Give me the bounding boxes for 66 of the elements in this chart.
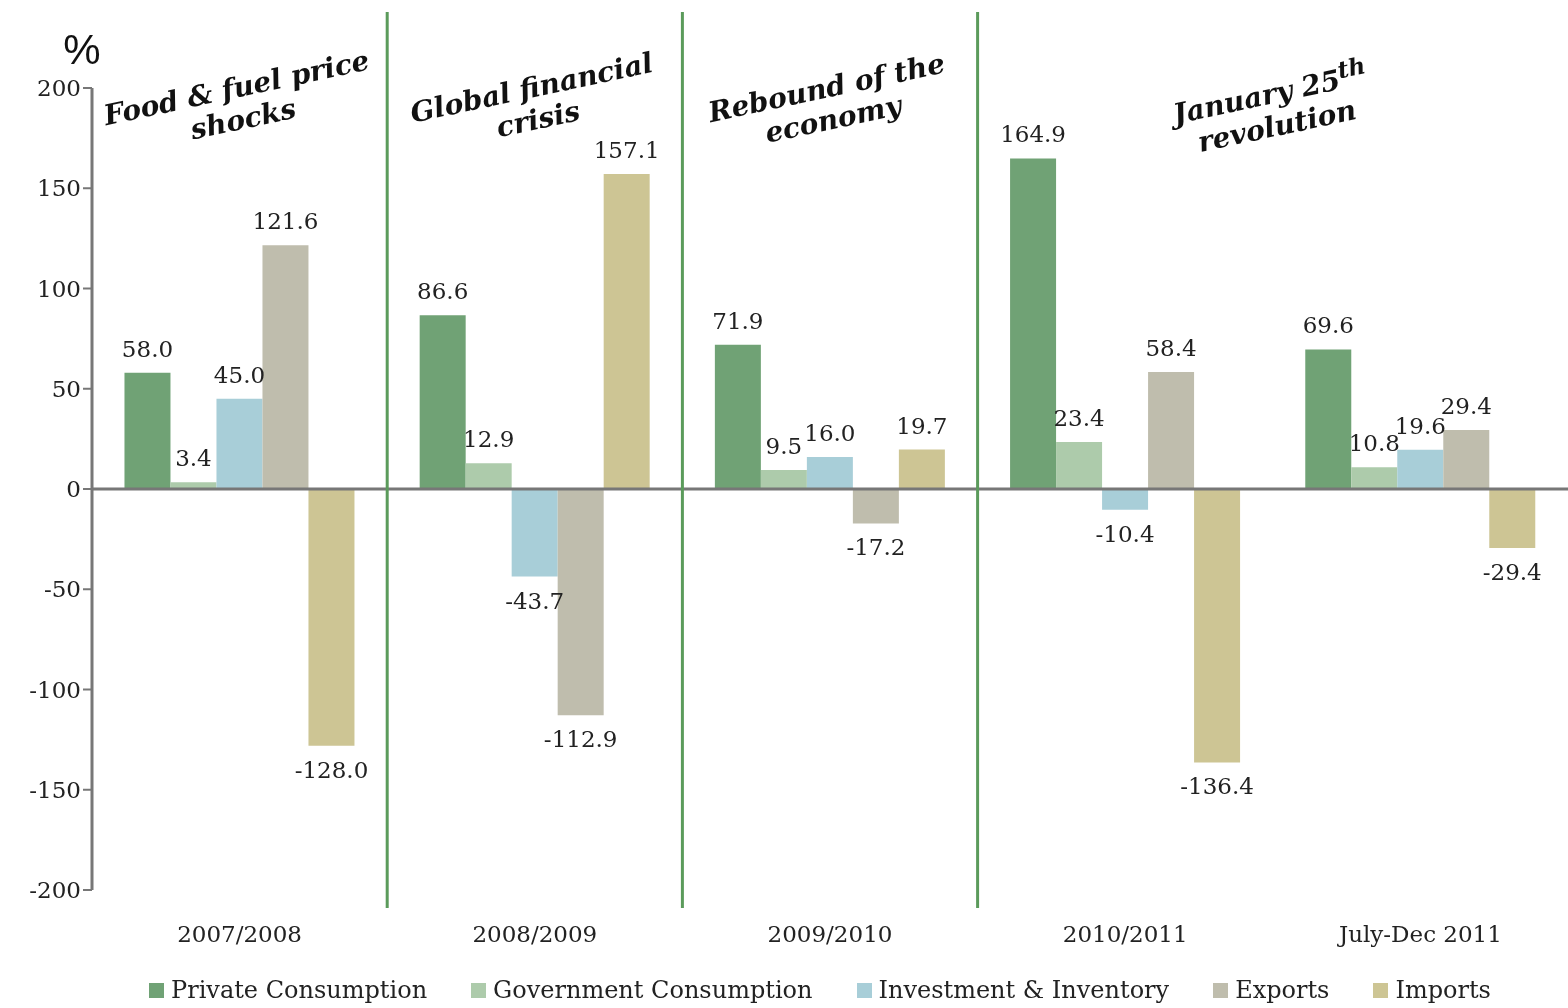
data-label: 3.4 bbox=[175, 445, 212, 472]
data-label: -128.0 bbox=[294, 756, 369, 783]
data-label: 71.9 bbox=[712, 307, 764, 334]
bar bbox=[1148, 371, 1195, 489]
bar bbox=[262, 245, 309, 489]
legend-label: Private Consumption bbox=[171, 976, 428, 1004]
annotation: January 25$^{th}$ revolution bbox=[1168, 50, 1369, 161]
bar bbox=[216, 398, 263, 489]
bar bbox=[1010, 158, 1057, 489]
bar bbox=[603, 174, 650, 489]
data-label: 12.9 bbox=[463, 426, 515, 453]
bar bbox=[760, 469, 807, 489]
data-label: -43.7 bbox=[505, 587, 565, 614]
legend-label: Government Consumption bbox=[493, 976, 813, 1004]
bar bbox=[898, 449, 945, 489]
bar bbox=[1056, 442, 1103, 489]
y-tick-label: 50 bbox=[51, 375, 81, 402]
bar bbox=[465, 463, 512, 489]
bar bbox=[308, 489, 355, 746]
data-label: 45.0 bbox=[213, 361, 266, 388]
data-label: 16.0 bbox=[804, 419, 856, 446]
bar bbox=[1305, 349, 1352, 489]
data-label: -29.4 bbox=[1482, 558, 1542, 585]
legend-label: Imports bbox=[1395, 976, 1491, 1004]
bar bbox=[419, 315, 466, 489]
data-label: 86.6 bbox=[417, 278, 469, 305]
bar bbox=[511, 489, 558, 577]
y-tick-label: 150 bbox=[37, 175, 81, 202]
y-tick-label: -150 bbox=[29, 776, 81, 803]
bar bbox=[852, 489, 899, 524]
bar bbox=[1351, 467, 1398, 489]
annotation: Food & fuel price shocks bbox=[100, 43, 372, 147]
y-tick-label: -100 bbox=[29, 676, 81, 703]
bar bbox=[714, 344, 761, 489]
x-tick-label: 2008/2009 bbox=[472, 921, 598, 948]
x-tick-label: 2009/2010 bbox=[767, 921, 893, 948]
y-axis-title: % bbox=[63, 26, 101, 73]
y-tick-label: 100 bbox=[37, 275, 81, 302]
data-label: 58.4 bbox=[1145, 334, 1197, 361]
data-label: -136.4 bbox=[1180, 773, 1254, 800]
x-tick-label: 2007/2008 bbox=[177, 921, 303, 948]
bar bbox=[1489, 489, 1536, 548]
data-label: 121.6 bbox=[252, 208, 319, 235]
y-tick-label: 0 bbox=[66, 476, 81, 503]
data-label: 19.7 bbox=[896, 412, 948, 439]
bar bbox=[1397, 449, 1444, 489]
legend-label: Investment & Inventory bbox=[878, 976, 1170, 1004]
bar bbox=[124, 372, 171, 489]
legend-label: Exports bbox=[1235, 976, 1330, 1004]
bar bbox=[1102, 489, 1149, 510]
x-tick-label: 2010/2011 bbox=[1062, 921, 1188, 948]
data-label: 164.9 bbox=[1000, 121, 1066, 148]
y-tick-label: -50 bbox=[43, 576, 81, 603]
y-tick-label: 200 bbox=[37, 75, 81, 102]
y-tick-label: -200 bbox=[29, 877, 81, 904]
bar bbox=[1443, 430, 1490, 489]
data-label: -17.2 bbox=[846, 534, 906, 561]
bar bbox=[1194, 489, 1241, 763]
data-label: -10.4 bbox=[1095, 520, 1155, 547]
data-label: 157.1 bbox=[593, 137, 660, 164]
data-label: -112.9 bbox=[543, 726, 618, 753]
bar bbox=[806, 456, 853, 489]
data-label: 9.5 bbox=[765, 432, 803, 459]
data-label: 69.6 bbox=[1302, 312, 1354, 339]
data-label: 58.0 bbox=[121, 335, 174, 362]
x-tick-label: July-Dec 2011 bbox=[1336, 921, 1502, 948]
